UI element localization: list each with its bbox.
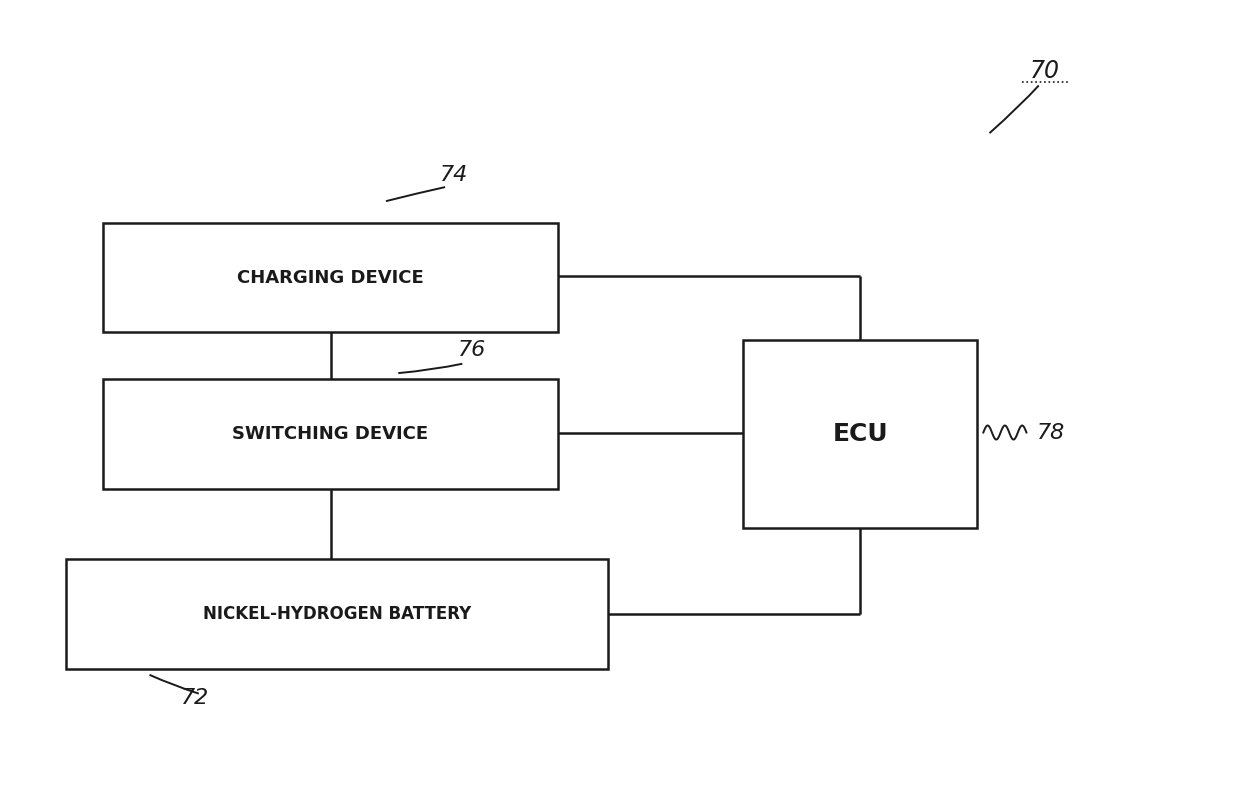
Text: 74: 74	[440, 164, 467, 185]
Bar	[66, 559, 608, 668]
Text: NICKEL-HYDROGEN BATTERY: NICKEL-HYDROGEN BATTERY	[202, 605, 471, 623]
Text: 76: 76	[458, 340, 486, 360]
Text: SWITCHING DEVICE: SWITCHING DEVICE	[232, 425, 429, 443]
Text: CHARGING DEVICE: CHARGING DEVICE	[237, 269, 424, 287]
Text: 72: 72	[181, 688, 210, 709]
Bar	[103, 379, 558, 489]
Text: 70: 70	[1030, 58, 1060, 83]
Bar	[743, 340, 977, 528]
Text: ECU: ECU	[832, 422, 888, 446]
Text: 78: 78	[1037, 423, 1065, 442]
Bar	[103, 223, 558, 333]
